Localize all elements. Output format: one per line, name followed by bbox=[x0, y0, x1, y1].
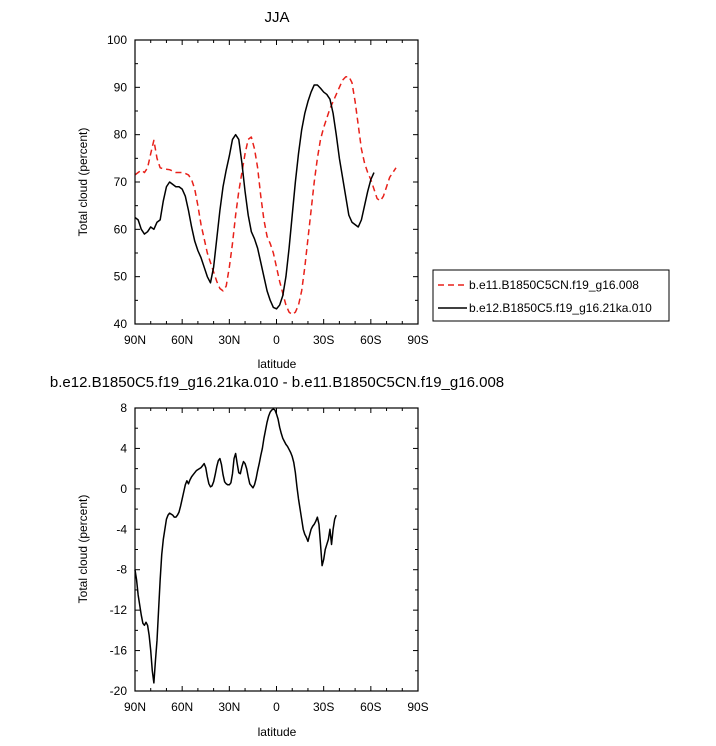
bottom-y-tick-label: 8 bbox=[120, 401, 127, 415]
top-x-tick-label: 90S bbox=[407, 333, 428, 347]
top-x-tick-label: 30N bbox=[218, 333, 240, 347]
bottom-y-tick-label: -12 bbox=[110, 603, 128, 617]
bottom-x-tick-label: 0 bbox=[273, 700, 280, 714]
top-y-tick-label: 40 bbox=[114, 317, 128, 331]
bottom-y-tick-label: -8 bbox=[116, 563, 127, 577]
top-y-tick-label: 80 bbox=[114, 128, 128, 142]
bottom-x-tick-label: 90S bbox=[407, 700, 428, 714]
top-y-tick-label: 100 bbox=[107, 33, 127, 47]
bottom-y-tick-label: -20 bbox=[110, 684, 128, 698]
bottom-plot-frame bbox=[134, 407, 419, 692]
bottom-plot-area: 90N 60N 30N 0 30S 60S 90S -20 -16 -12 -8 -4 0 4 8 bbox=[110, 401, 429, 714]
bottom-x-tick-label: 30S bbox=[313, 700, 334, 714]
bottom-y-axis-label: Total cloud (percent) bbox=[76, 495, 90, 604]
bottom-x-tick-label: 90N bbox=[124, 700, 146, 714]
bottom-x-tick-label: 60N bbox=[171, 700, 193, 714]
bottom-x-tick-label: 60S bbox=[360, 700, 381, 714]
bottom-y-tick-label: 4 bbox=[120, 441, 127, 455]
bottom-y-tick-label: 0 bbox=[120, 482, 127, 496]
top-y-tick-label: 50 bbox=[114, 270, 128, 284]
top-y-tick-label: 60 bbox=[114, 222, 128, 236]
top-y-axis-label: Total cloud (percent) bbox=[76, 128, 90, 237]
top-plot-frame bbox=[134, 39, 419, 325]
bottom-x-tick-label: 30N bbox=[218, 700, 240, 714]
top-x-tick-label: 0 bbox=[273, 333, 280, 347]
top-x-axis-label: latitude bbox=[258, 357, 297, 371]
top-panel: JJA 90N 60N 30N 0 30S 60S 90S 40 50 60 70 80 90 100 T… bbox=[76, 9, 670, 371]
bottom-y-tick-label: -16 bbox=[110, 644, 128, 658]
top-y-tick-label: 90 bbox=[114, 80, 128, 94]
top-y-tick-label: 70 bbox=[114, 175, 128, 189]
top-series-line-2 bbox=[134, 84, 375, 310]
top-plot-area: 90N 60N 30N 0 30S 60S 90S 40 50 60 70 80 90 100 bbox=[107, 33, 429, 347]
bottom-chart-title: b.e12.B1850C5.f19_g16.21ka.010 - b.e11.B… bbox=[50, 374, 504, 391]
top-x-tick-label: 90N bbox=[124, 333, 146, 347]
legend-box bbox=[432, 269, 670, 322]
top-chart-title: JJA bbox=[264, 9, 289, 26]
legend: b.e11.B1850C5CN.f19_g16.008 b.e12.B1850C… bbox=[432, 269, 670, 322]
bottom-panel: b.e12.B1850C5.f19_g16.21ka.010 - b.e11.B… bbox=[50, 374, 504, 739]
bottom-y-tick-label: -4 bbox=[116, 522, 127, 536]
top-x-tick-label: 60N bbox=[171, 333, 193, 347]
top-x-tick-label: 60S bbox=[360, 333, 381, 347]
bottom-x-axis-label: latitude bbox=[258, 725, 297, 739]
bottom-series-line-1 bbox=[134, 408, 337, 684]
top-x-tick-label: 30S bbox=[313, 333, 334, 347]
top-series-line-1 bbox=[134, 75, 397, 316]
legend-label-series-1: b.e11.B1850C5CN.f19_g16.008 bbox=[469, 278, 639, 292]
legend-label-series-2: b.e12.B1850C5.f19_g16.21ka.010 bbox=[469, 301, 652, 315]
